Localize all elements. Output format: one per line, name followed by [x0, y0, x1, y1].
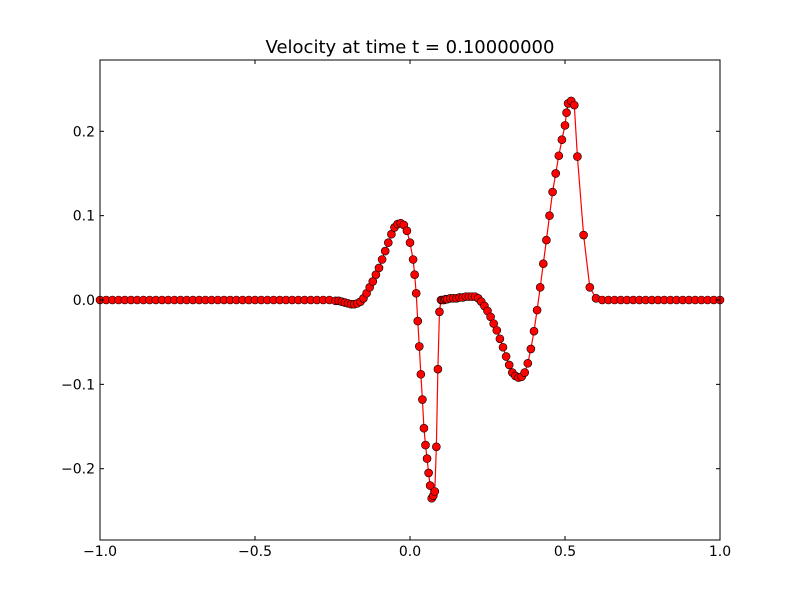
data-point [579, 230, 588, 240]
data-point [492, 326, 502, 335]
data-point [430, 487, 440, 496]
x-tick-label: −0.5 [238, 544, 272, 560]
data-points-layer [95, 96, 725, 503]
chart-title: Velocity at time t = 0.10000000 [266, 37, 555, 58]
data-point [433, 364, 443, 374]
data-point [501, 352, 511, 361]
y-tick-label: 0.2 [73, 124, 95, 140]
ticks-layer: −1.0 −0.5 0.0 0.5 1.0 −0.2 −0.1 0.0 0.1 0.2 [61, 60, 731, 560]
data-point [554, 151, 564, 161]
data-point [418, 395, 427, 404]
data-point [425, 481, 435, 490]
data-point [416, 369, 426, 379]
data-point [532, 305, 542, 315]
y-tick-label: 0.0 [73, 293, 95, 309]
y-tick-label: 0.1 [73, 209, 95, 225]
y-tick-label: −0.2 [61, 462, 95, 478]
data-point [585, 283, 595, 292]
data-point [529, 326, 539, 336]
data-point [545, 211, 554, 220]
data-point [411, 288, 421, 298]
data-point [383, 238, 393, 247]
data-point [432, 442, 441, 452]
data-point [424, 468, 433, 478]
data-point [421, 440, 430, 450]
data-point [542, 235, 551, 245]
data-point [402, 226, 412, 236]
data-point [535, 283, 545, 292]
data-point [405, 238, 415, 247]
data-point [380, 246, 390, 256]
data-point [414, 342, 424, 351]
data-point [410, 270, 419, 279]
data-point [557, 135, 567, 145]
data-point [560, 121, 570, 130]
data-point [569, 100, 579, 110]
data-point [408, 255, 418, 264]
x-tick-label: −1.0 [83, 544, 117, 560]
data-point [504, 360, 514, 370]
x-tick-label: 0.5 [554, 544, 576, 560]
x-tick-label: 1.0 [709, 544, 731, 560]
data-point [374, 263, 384, 273]
data-point [419, 423, 429, 433]
x-tick-label: 0.0 [399, 544, 421, 560]
data-point [573, 152, 582, 161]
data-point [495, 334, 505, 344]
data-point [422, 454, 432, 463]
y-tick-label: −0.1 [61, 377, 95, 393]
data-point [520, 368, 530, 377]
data-point [498, 342, 508, 352]
data-point [435, 307, 444, 317]
data-point [413, 316, 423, 326]
data-point [551, 169, 561, 178]
data-point [538, 259, 548, 269]
data-point [548, 187, 557, 197]
data-point [562, 108, 571, 118]
data-point [523, 358, 533, 368]
data-point [526, 344, 536, 354]
data-point [377, 255, 387, 264]
